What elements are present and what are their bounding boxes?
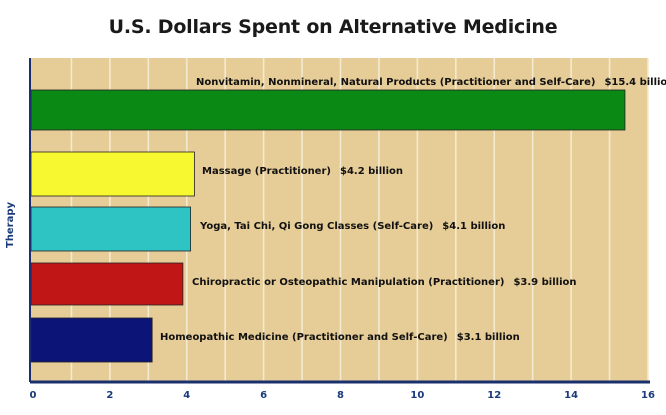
x-tick-label: 12: [487, 390, 501, 401]
bar-category-label: Homeopathic Medicine (Practitioner and S…: [160, 332, 448, 343]
bar-value-label: $3.1 billion: [457, 332, 520, 343]
bar: [30, 151, 195, 197]
bar-category-label: Yoga, Tai Chi, Qi Gong Classes (Self-Car…: [199, 221, 433, 232]
bar-category-label: Nonvitamin, Nonmineral, Natural Products…: [196, 77, 595, 88]
bar: [30, 317, 153, 363]
bar-label: Homeopathic Medicine (Practitioner and S…: [160, 332, 520, 343]
bar-value-label: $3.9 billion: [513, 277, 576, 288]
bar: [30, 206, 191, 252]
x-tick-label: 10: [410, 390, 424, 401]
bar-label: Massage (Practitioner) $4.2 billion: [202, 166, 403, 177]
bar-value-label: $4.1 billion: [442, 221, 505, 232]
x-tick-label: 14: [564, 390, 578, 401]
bar-label: Chiropractic or Osteopathic Manipulation…: [192, 277, 576, 288]
chart-title: U.S. Dollars Spent on Alternative Medici…: [108, 16, 558, 38]
x-tick-label: 16: [641, 390, 655, 401]
bar-category-label: Massage (Practitioner): [202, 166, 331, 177]
bar-value-label: $15.4 billion: [604, 77, 666, 88]
x-tick-label: 8: [337, 390, 344, 401]
bar-category-label: Chiropractic or Osteopathic Manipulation…: [192, 277, 504, 288]
x-tick-label: 2: [106, 390, 113, 401]
bar: [30, 262, 184, 306]
x-tick-label: 6: [260, 390, 267, 401]
bar-value-label: $4.2 billion: [340, 166, 403, 177]
y-axis-label: Therapy: [5, 201, 16, 248]
x-tick-label: 0: [30, 390, 37, 401]
x-tick-label: 4: [183, 390, 190, 401]
bar-label: Nonvitamin, Nonmineral, Natural Products…: [196, 77, 666, 88]
bar: [30, 89, 626, 131]
bar-label: Yoga, Tai Chi, Qi Gong Classes (Self-Car…: [199, 221, 505, 232]
